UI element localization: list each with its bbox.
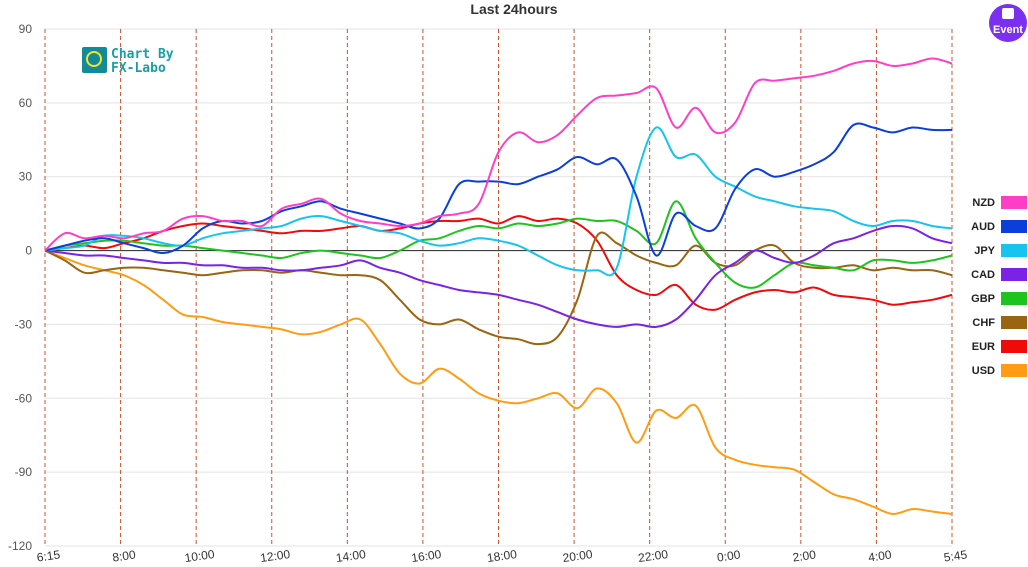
x-tick-label: 2:00 (792, 547, 817, 564)
logo: Chart By FX-Labo (82, 47, 174, 76)
legend-label-usd: USD (972, 365, 995, 377)
y-tick-label: -60 (15, 391, 33, 405)
x-tick-label: 12:00 (259, 547, 291, 565)
x-tick-label: 20:00 (562, 547, 594, 565)
y-tick-label: 60 (19, 96, 33, 110)
x-tick-label: 16:00 (411, 547, 443, 565)
event-button-label[interactable]: Event (993, 24, 1023, 36)
legend-swatch-jpy (1001, 244, 1027, 257)
series-line-chf (44, 231, 953, 346)
series-line-nzd (44, 57, 953, 252)
legend-label-gbp: GBP (971, 293, 995, 305)
series-lines (44, 57, 953, 516)
logo-magnifier-icon (86, 51, 102, 67)
x-tick-label: 10:00 (184, 547, 216, 565)
legend-label-jpy: JPY (974, 245, 995, 257)
x-tick-label: 14:00 (335, 547, 367, 565)
x-tick-label: 18:00 (486, 547, 518, 565)
legend-label-nzd: NZD (972, 197, 995, 209)
y-tick-label: 30 (19, 170, 33, 184)
legend: NZD AUD JPY CAD GBP CHF EUR USD (971, 196, 1027, 377)
x-tick-label: 8:00 (111, 547, 136, 564)
series-line-eur (44, 215, 953, 311)
x-tick-label: 6:15 (36, 547, 61, 564)
x-tick-label: 22:00 (637, 547, 669, 565)
logo-line2: FX-Labo (111, 61, 166, 76)
series-line-usd (44, 249, 953, 516)
y-tick-label: -120 (8, 539, 32, 553)
x-tick-label: 0:00 (716, 547, 741, 564)
logo-icon (82, 47, 107, 73)
legend-swatch-aud (1001, 220, 1027, 233)
legend-label-aud: AUD (971, 221, 995, 233)
y-axis: 90 60 30 0 -30 -60 -90 -120 (8, 22, 32, 553)
series-line-aud (44, 122, 953, 257)
legend-swatch-gbp (1001, 292, 1027, 305)
event-button-circle[interactable] (989, 4, 1027, 42)
event-button[interactable]: Event (989, 4, 1027, 42)
x-axis: 6:15 8:00 10:00 12:00 14:00 16:00 18:00 20:00 22… (36, 547, 968, 565)
y-tick-label: -90 (15, 465, 33, 479)
legend-label-cad: CAD (971, 269, 995, 281)
y-tick-label: 90 (19, 22, 33, 36)
series-line-jpy (44, 126, 953, 277)
series-line-cad (44, 224, 953, 329)
legend-swatch-usd (1001, 364, 1027, 377)
y-tick-label: 0 (25, 244, 32, 258)
y-tick-label: -30 (15, 317, 33, 331)
legend-swatch-eur (1001, 340, 1027, 353)
grid (44, 28, 953, 547)
legend-swatch-cad (1001, 268, 1027, 281)
calendar-icon (1002, 8, 1014, 19)
x-tick-label: 4:00 (867, 547, 892, 564)
chart-title: Last 24hours (470, 1, 557, 17)
legend-label-eur: EUR (972, 341, 995, 353)
legend-label-chf: CHF (972, 317, 995, 329)
legend-swatch-nzd (1001, 196, 1027, 209)
legend-swatch-chf (1001, 316, 1027, 329)
logo-line1: Chart By (111, 47, 174, 62)
x-tick-label: 5:45 (943, 547, 968, 564)
